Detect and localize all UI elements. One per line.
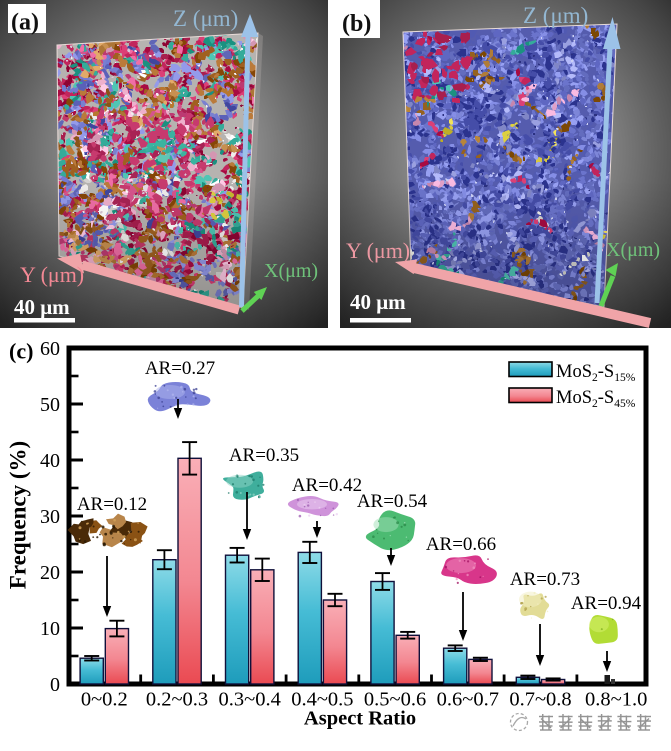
svg-text:50: 50 <box>40 394 60 416</box>
svg-text:AR=0.12: AR=0.12 <box>77 494 147 515</box>
svg-text:0.4~0.5: 0.4~0.5 <box>291 689 353 711</box>
svg-text:0.8~1.0: 0.8~1.0 <box>585 689 647 711</box>
svg-text:20: 20 <box>40 562 60 584</box>
svg-text:AR=0.27: AR=0.27 <box>145 358 215 379</box>
svg-text:40 μm: 40 μm <box>14 295 70 319</box>
svg-text:Y (μm): Y (μm) <box>20 262 84 287</box>
svg-text:AR=0.42: AR=0.42 <box>292 475 362 496</box>
svg-text:0.3~0.4: 0.3~0.4 <box>219 689 281 711</box>
svg-text:Aspect Ratio: Aspect Ratio <box>304 708 416 730</box>
svg-text:Z (μm): Z (μm) <box>523 3 588 28</box>
svg-text:MoS2-S15%: MoS2-S15% <box>556 362 636 384</box>
svg-text:0.5~0.6: 0.5~0.6 <box>364 689 426 711</box>
svg-text:AR=0.54: AR=0.54 <box>357 491 428 512</box>
svg-text:40: 40 <box>40 450 60 472</box>
svg-text:0: 0 <box>50 674 60 696</box>
svg-text:Frequency (%): Frequency (%) <box>6 441 31 589</box>
svg-text:40 μm: 40 μm <box>350 290 406 314</box>
svg-text:AR=0.66: AR=0.66 <box>426 534 496 555</box>
svg-text:(b): (b) <box>342 11 371 37</box>
svg-text:X(μm): X(μm) <box>606 239 660 261</box>
svg-text:0.2~0.3: 0.2~0.3 <box>146 689 208 711</box>
svg-text:0~0.2: 0~0.2 <box>81 689 128 711</box>
svg-text:Y (μm): Y (μm) <box>346 238 410 263</box>
svg-text:MoS2-S45%: MoS2-S45% <box>556 388 636 410</box>
svg-text:60: 60 <box>40 338 60 360</box>
svg-text:AR=0.35: AR=0.35 <box>229 445 299 466</box>
svg-text:X(μm): X(μm) <box>264 260 318 282</box>
svg-text:AR=0.94: AR=0.94 <box>571 593 642 614</box>
svg-text:0.7~0.8: 0.7~0.8 <box>509 689 571 711</box>
svg-text:Z (μm): Z (μm) <box>173 6 238 31</box>
svg-text:10: 10 <box>40 618 60 640</box>
svg-text:(a): (a) <box>11 10 39 36</box>
svg-text:AR=0.73: AR=0.73 <box>510 569 580 590</box>
svg-text:30: 30 <box>40 506 60 528</box>
svg-text:(c): (c) <box>9 339 33 364</box>
svg-text:0.6~0.7: 0.6~0.7 <box>437 689 499 711</box>
